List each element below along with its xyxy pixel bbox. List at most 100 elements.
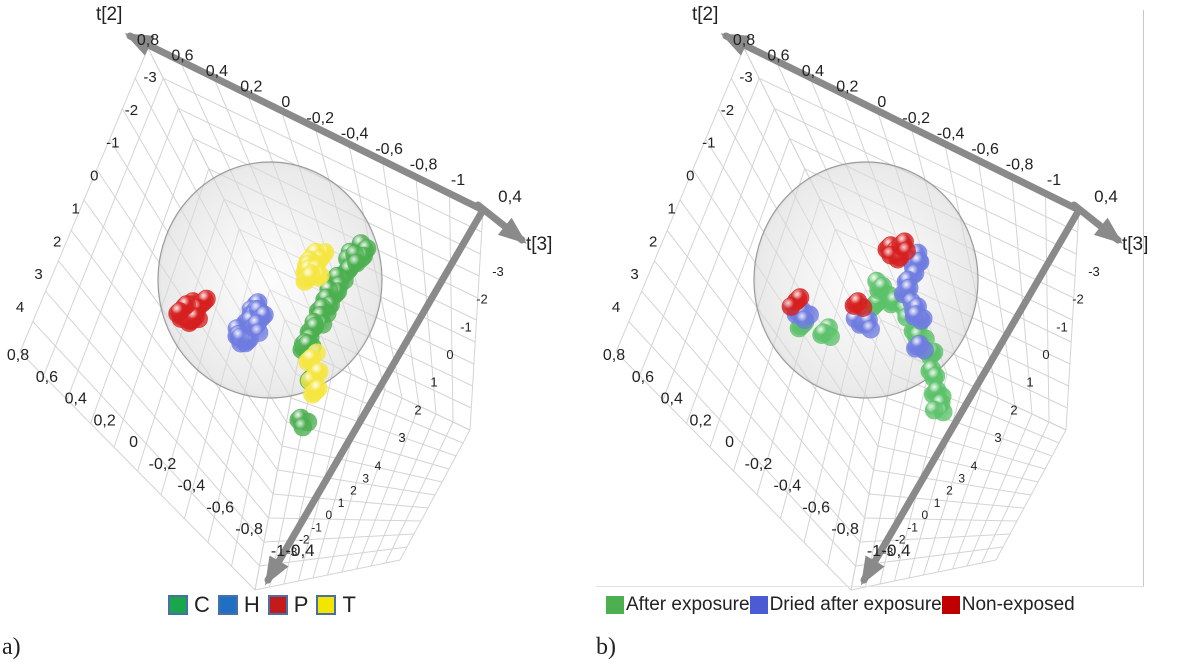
tick-label-bottom-right: -2 bbox=[299, 533, 310, 547]
grid-line bbox=[937, 397, 999, 573]
legend-swatch bbox=[168, 595, 188, 615]
axis-t2 bbox=[722, 32, 1083, 214]
axis-label-t2: t[2] bbox=[96, 4, 122, 25]
legend-label: C bbox=[194, 592, 210, 617]
legend-label: P bbox=[293, 592, 309, 617]
tick-label-right: 3 bbox=[398, 430, 405, 445]
data-points bbox=[781, 232, 953, 422]
grid-line bbox=[855, 546, 1004, 567]
tick-label-bottom-right: 1 bbox=[338, 496, 345, 510]
data-point bbox=[924, 400, 944, 420]
tick-label-bottom: 0,4 bbox=[661, 391, 683, 408]
data-point bbox=[170, 302, 189, 321]
legend-label: H bbox=[243, 592, 260, 617]
tick-label-bottom-right: -2 bbox=[895, 533, 906, 547]
tick-label-t2: 0,2 bbox=[240, 79, 262, 96]
tick-label-left: -2 bbox=[125, 102, 138, 119]
tick-label-bottom: -0,2 bbox=[149, 456, 177, 473]
tick-label-left: 0 bbox=[686, 168, 694, 185]
grid-line bbox=[864, 517, 1018, 522]
tick-label-left: -1 bbox=[702, 135, 715, 152]
tick-label-bottom: 0,4 bbox=[65, 391, 87, 408]
tick-label-t3: 0,4 bbox=[498, 187, 522, 206]
panel-b-bottom-border bbox=[596, 586, 1144, 587]
tick-label-bottom-right: 0 bbox=[326, 508, 333, 522]
tick-label-left: 0 bbox=[90, 168, 98, 185]
grid-line bbox=[90, 138, 195, 424]
axes bbox=[124, 32, 527, 586]
tick-label-bottom: -0,4 bbox=[178, 478, 206, 495]
tick-label-left: 4 bbox=[16, 299, 24, 316]
grid-line bbox=[981, 421, 1050, 564]
grid-line bbox=[615, 47, 745, 353]
tick-label-left: 3 bbox=[34, 266, 42, 283]
legend-swatch bbox=[316, 595, 337, 615]
grid-line bbox=[356, 405, 420, 570]
tick-label-right: 1 bbox=[430, 375, 437, 390]
tick-label-right: -1 bbox=[460, 319, 472, 334]
legend-item: P bbox=[267, 592, 309, 618]
tick-label-right: -3 bbox=[492, 264, 504, 279]
axis-t1 bbox=[264, 206, 487, 584]
tick-label-bottom: -0,4 bbox=[774, 478, 802, 495]
legend-label: After exposure bbox=[626, 594, 750, 615]
tick-label-t2: 0,6 bbox=[171, 48, 193, 65]
tick-label-t2: -0,6 bbox=[971, 141, 999, 158]
tick-label-left: 1 bbox=[668, 200, 676, 217]
data-point bbox=[293, 417, 313, 437]
tick-label-left: 1 bbox=[72, 200, 80, 217]
data-point bbox=[848, 292, 868, 311]
tick-label-t2: -1 bbox=[1047, 172, 1061, 189]
panel-a: t[2] t[3] 0,8 0,6 0,4 0,2 0 -0,2 -0,4 -0,6 -0,8 -1-… bbox=[0, 0, 560, 664]
tick-label-right: 2 bbox=[414, 402, 421, 417]
legend-b: After exposure Dried after exposure Non-ex… bbox=[606, 594, 1075, 616]
axis-t3-head bbox=[1093, 217, 1123, 244]
axis-t1-head bbox=[264, 555, 289, 586]
grid-line bbox=[19, 47, 149, 353]
tick-label-right: -3 bbox=[1088, 264, 1100, 279]
tick-label-bottom: -1 bbox=[867, 543, 881, 560]
legend-swatch bbox=[606, 596, 624, 614]
plot-3d-a: t[2]t[3]0,80,60,40,20-0,2-0,4-0,6-0,8-1-… bbox=[7, 4, 552, 591]
tick-label-t2: 0,4 bbox=[802, 63, 824, 80]
grid-line bbox=[385, 421, 454, 564]
grid-line bbox=[327, 389, 386, 576]
tick-label-bottom: 0 bbox=[725, 434, 734, 451]
tick-label-t2: 0 bbox=[877, 94, 886, 111]
tick-label-bottom-right: 3 bbox=[958, 471, 965, 485]
tick-label-t2: 0,6 bbox=[767, 48, 789, 65]
grid-line bbox=[850, 559, 997, 591]
tick-label-bottom-right: -3 bbox=[287, 545, 298, 559]
data-point bbox=[781, 297, 801, 316]
tick-label-left: -3 bbox=[143, 69, 156, 86]
axis-t2 bbox=[126, 32, 487, 214]
tick-label-t3: -0,4 bbox=[285, 541, 314, 560]
axis-t2-head bbox=[124, 33, 155, 56]
panel-b-right-border bbox=[1143, 10, 1144, 586]
tick-label-t2: -0,8 bbox=[1006, 156, 1034, 173]
legend-swatch bbox=[267, 595, 288, 615]
tick-label-t2: -0,2 bbox=[306, 110, 334, 127]
grid-line bbox=[966, 413, 1033, 567]
tick-label-bottom: 0,8 bbox=[7, 347, 29, 364]
grid-line bbox=[399, 429, 471, 561]
grid-line bbox=[995, 429, 1067, 561]
tick-label-right: -2 bbox=[476, 292, 488, 307]
axis-t1 bbox=[860, 206, 1083, 584]
axis-label-t2: t[2] bbox=[692, 4, 718, 25]
tick-label-t2: 0,8 bbox=[137, 32, 159, 49]
data-point bbox=[910, 334, 929, 354]
tick-label-t2: -1 bbox=[451, 172, 465, 189]
tick-label-bottom: 0,6 bbox=[36, 369, 58, 386]
grid-line bbox=[868, 493, 1025, 509]
panel-label-a: a) bbox=[2, 634, 21, 660]
tick-label-t3: 0,4 bbox=[1094, 187, 1118, 206]
grid-line bbox=[952, 405, 1016, 570]
legend-swatch bbox=[749, 596, 768, 614]
data-point bbox=[906, 305, 926, 324]
tick-label-bottom-right: 4 bbox=[971, 459, 978, 473]
grid-line bbox=[758, 77, 1078, 233]
grid-line bbox=[272, 493, 429, 509]
tick-label-left: -3 bbox=[739, 69, 752, 86]
